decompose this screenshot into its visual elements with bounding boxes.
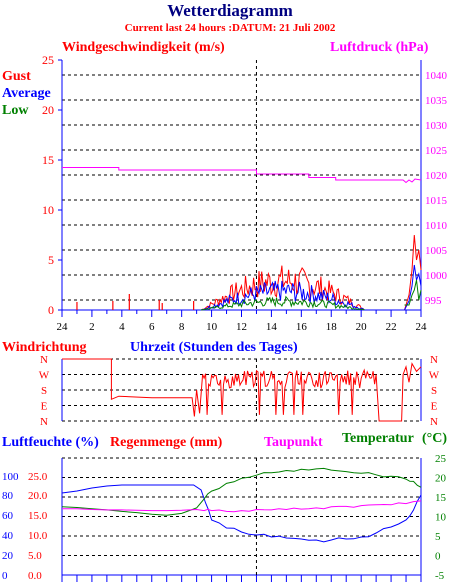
x-tick-label: 8 bbox=[179, 321, 185, 333]
temperature-unit: (°C) bbox=[422, 431, 447, 446]
pressure-tick-label: 1005 bbox=[425, 245, 448, 257]
rain-tick-label: 20.0 bbox=[28, 490, 48, 502]
x-tick-label: 10 bbox=[206, 321, 218, 333]
temperature-tick-label: 15 bbox=[435, 492, 447, 504]
average-line bbox=[200, 280, 365, 311]
time-axis-caption: Uhrzeit (Stunden des Tages) bbox=[130, 340, 298, 355]
temperature-line bbox=[61, 467, 422, 516]
gust-line-late bbox=[404, 234, 422, 311]
rain-tick-label: 5.0 bbox=[28, 550, 42, 562]
rain-title: Regenmenge (mm) bbox=[110, 435, 223, 450]
pressure-tick-label: 995 bbox=[425, 295, 442, 307]
wind-tick-label: 10 bbox=[42, 203, 54, 217]
x-tick-label: 24 bbox=[57, 321, 69, 333]
pressure-tick-label: 1015 bbox=[425, 195, 448, 207]
dewpoint-line bbox=[62, 500, 422, 513]
x-tick-label: 12 bbox=[236, 321, 247, 333]
rain-tick-label: 25.0 bbox=[28, 471, 48, 483]
dewpoint-title: Taupunkt bbox=[264, 435, 323, 450]
direction-label-left: E bbox=[41, 401, 48, 413]
x-tick-label: 2 bbox=[89, 321, 95, 333]
x-tick-label: 4 bbox=[119, 321, 125, 333]
pressure-tick-label: 1040 bbox=[425, 70, 448, 82]
average-line-late bbox=[404, 264, 422, 311]
direction-label-right: W bbox=[429, 370, 440, 382]
temperature-tick-label: 20 bbox=[435, 473, 447, 485]
rain-tick-label: 0.0 bbox=[28, 570, 42, 582]
low-line bbox=[201, 295, 365, 311]
temperature-tick-label: -5 bbox=[435, 570, 445, 582]
chart-subtitle: Current last 24 hours :DATUM: 21 Juli 20… bbox=[125, 22, 336, 34]
direction-label-left: W bbox=[39, 370, 50, 382]
pressure-tick-label: 1035 bbox=[425, 95, 448, 107]
chart-title: Wetterdiagramm bbox=[167, 1, 293, 20]
wind-speed-title: Windgeschwindigkeit (m/s) bbox=[62, 40, 225, 55]
wind-tick-label: 20 bbox=[42, 103, 54, 117]
pressure-tick-label: 1010 bbox=[425, 220, 448, 232]
direction-label-right: N bbox=[430, 416, 438, 428]
pressure-tick-label: 1025 bbox=[425, 145, 448, 157]
legend-low: Low bbox=[2, 103, 29, 118]
direction-label-left: N bbox=[40, 354, 48, 366]
legend-gust: Gust bbox=[2, 69, 31, 84]
pressure-tick-label: 1000 bbox=[425, 270, 448, 282]
direction-label-left: S bbox=[41, 385, 47, 397]
wind-tick-label: 5 bbox=[48, 253, 54, 267]
x-tick-label: 16 bbox=[296, 321, 308, 333]
humidity-title: Luftfeuchte (%) bbox=[2, 435, 99, 450]
pressure-line bbox=[62, 167, 422, 184]
x-tick-label: 20 bbox=[356, 321, 368, 333]
x-tick-label: 18 bbox=[326, 321, 338, 333]
x-tick-label: 6 bbox=[149, 321, 155, 333]
rain-tick-label: 15.0 bbox=[28, 510, 48, 522]
humidity-tick-label: 20 bbox=[2, 550, 14, 562]
humidity-tick-label: 80 bbox=[2, 490, 14, 502]
x-tick-label: 14 bbox=[266, 321, 278, 333]
temperature-tick-label: 25 bbox=[435, 453, 447, 465]
temperature-tick-label: 5 bbox=[435, 531, 441, 543]
legend-average: Average bbox=[2, 86, 51, 101]
pressure-title: Luftdruck (hPa) bbox=[330, 40, 429, 55]
humidity-tick-label: 40 bbox=[2, 530, 14, 542]
wind-tick-label: 15 bbox=[42, 153, 54, 167]
direction-line bbox=[62, 358, 422, 422]
direction-label-right: N bbox=[430, 354, 438, 366]
direction-label-right: E bbox=[431, 401, 438, 413]
humidity-line bbox=[61, 484, 422, 543]
low-line-late bbox=[404, 279, 422, 306]
temperature-title: Temperatur bbox=[342, 431, 414, 446]
humidity-tick-label: 0 bbox=[2, 570, 8, 582]
wind-tick-label: 0 bbox=[48, 303, 54, 317]
direction-label-right: S bbox=[431, 385, 437, 397]
rain-tick-label: 10.0 bbox=[28, 530, 48, 542]
x-tick-label: 22 bbox=[386, 321, 397, 333]
pressure-tick-label: 1020 bbox=[425, 170, 448, 182]
wind-tick-label: 25 bbox=[42, 53, 54, 67]
direction-label-left: N bbox=[40, 416, 48, 428]
humidity-tick-label: 60 bbox=[2, 510, 14, 522]
pressure-tick-label: 1030 bbox=[425, 120, 448, 132]
temperature-tick-label: 10 bbox=[435, 512, 447, 524]
direction-title: Windrichtung bbox=[2, 340, 87, 355]
temperature-tick-label: 0 bbox=[435, 551, 441, 563]
x-tick-label: 24 bbox=[416, 321, 428, 333]
humidity-tick-label: 100 bbox=[2, 471, 19, 483]
